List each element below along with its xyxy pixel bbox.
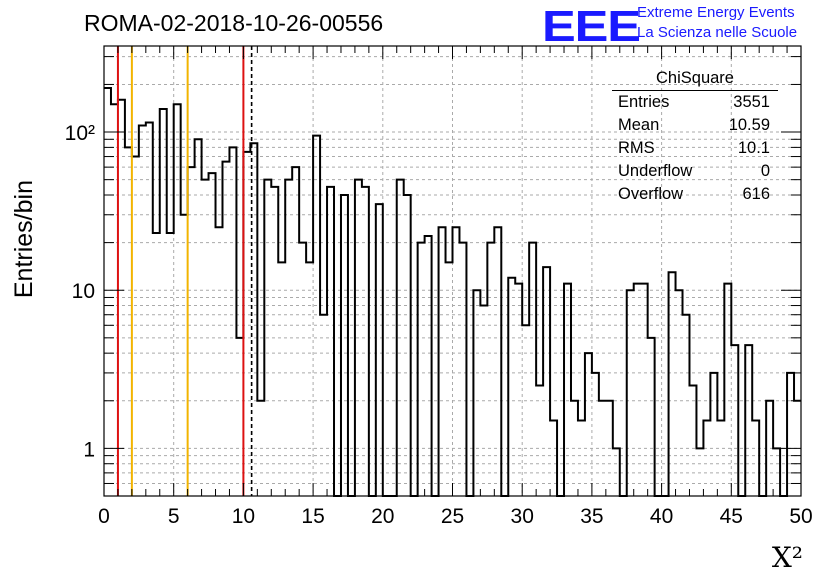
stats-title: ChiSquare xyxy=(612,68,778,91)
logo-line-2: La Scienza nelle Scuole xyxy=(637,24,798,41)
stats-row: Underflow 0 xyxy=(612,160,778,183)
chart-title: ROMA-02-2018-10-26-00556 xyxy=(84,10,384,36)
stats-label: Entries xyxy=(618,93,670,111)
x-axis-label: X² xyxy=(772,541,803,572)
axes xyxy=(103,45,802,497)
y-tick-label: 10² xyxy=(65,122,95,145)
stats-label: Mean xyxy=(618,116,660,134)
stats-label: Underflow xyxy=(618,162,693,180)
stats-row: Mean 10.59 xyxy=(612,114,778,137)
x-tick-label: 0 xyxy=(98,505,110,528)
eee-logo: EEE xyxy=(542,2,641,51)
stats-value: 0 xyxy=(760,162,770,180)
stats-value: 10.59 xyxy=(728,116,770,134)
stats-row: RMS 10.1 xyxy=(612,137,778,160)
stats-value: 616 xyxy=(742,185,770,203)
reference-lines xyxy=(116,46,253,496)
stats-row: Overflow 616 xyxy=(612,183,778,206)
stats-value: 3551 xyxy=(733,93,770,111)
x-tick-label: 5 xyxy=(168,505,180,528)
stats-label: Overflow xyxy=(618,185,684,203)
histogram-bins xyxy=(104,86,801,497)
stats-row: Entries 3551 xyxy=(612,91,778,114)
stats-box: ChiSquare Entries 3551 Mean 10.59 RMS 10… xyxy=(612,68,778,206)
x-tick-label: 40 xyxy=(650,505,673,528)
y-tick-label: 1 xyxy=(83,438,95,461)
stats-value: 10.1 xyxy=(737,139,770,157)
histogram-outline xyxy=(104,86,801,497)
x-tick-label: 10 xyxy=(232,505,255,528)
y-axis-label: Entries/bin xyxy=(10,180,38,298)
y-tick-label: 10 xyxy=(72,280,95,303)
grid-lines xyxy=(104,46,801,497)
tick-labels: 0 5 10 15 20 25 30 35 40 45 50 1 10 10² xyxy=(65,122,813,528)
x-tick-label: 30 xyxy=(511,505,534,528)
x-tick-label: 50 xyxy=(789,505,812,528)
x-tick-label: 20 xyxy=(371,505,394,528)
stats-label: RMS xyxy=(618,139,655,157)
x-tick-label: 15 xyxy=(301,505,324,528)
x-tick-label: 25 xyxy=(441,505,464,528)
logo-line-1: Extreme Energy Events xyxy=(637,4,795,21)
x-tick-label: 45 xyxy=(720,505,743,528)
x-tick-label: 35 xyxy=(580,505,603,528)
plot-frame xyxy=(103,45,802,497)
